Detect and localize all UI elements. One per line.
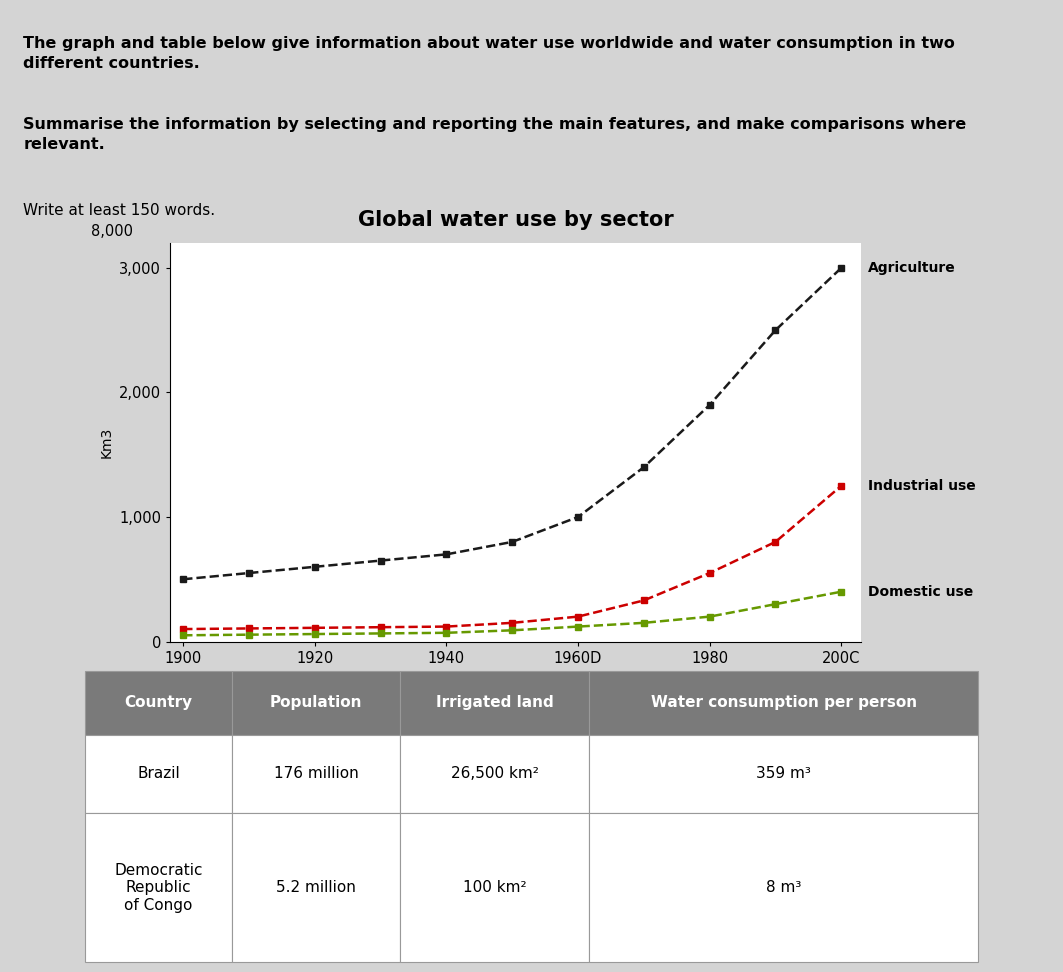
Title: Global water use by sector: Global water use by sector: [357, 210, 674, 230]
Text: Agriculture: Agriculture: [867, 260, 956, 275]
Text: Write at least 150 words.: Write at least 150 words.: [23, 203, 215, 218]
Text: Domestic use: Domestic use: [867, 585, 973, 599]
Text: www.ielts-exam.net: www.ielts-exam.net: [460, 687, 571, 697]
Text: Industrial use: Industrial use: [867, 479, 976, 493]
Text: The graph and table below give information about water use worldwide and water c: The graph and table below give informati…: [23, 36, 955, 71]
Text: Summarise the information by selecting and reporting the main features, and make: Summarise the information by selecting a…: [23, 118, 966, 153]
Text: 8,000: 8,000: [90, 224, 133, 239]
Y-axis label: Km3: Km3: [99, 427, 114, 458]
